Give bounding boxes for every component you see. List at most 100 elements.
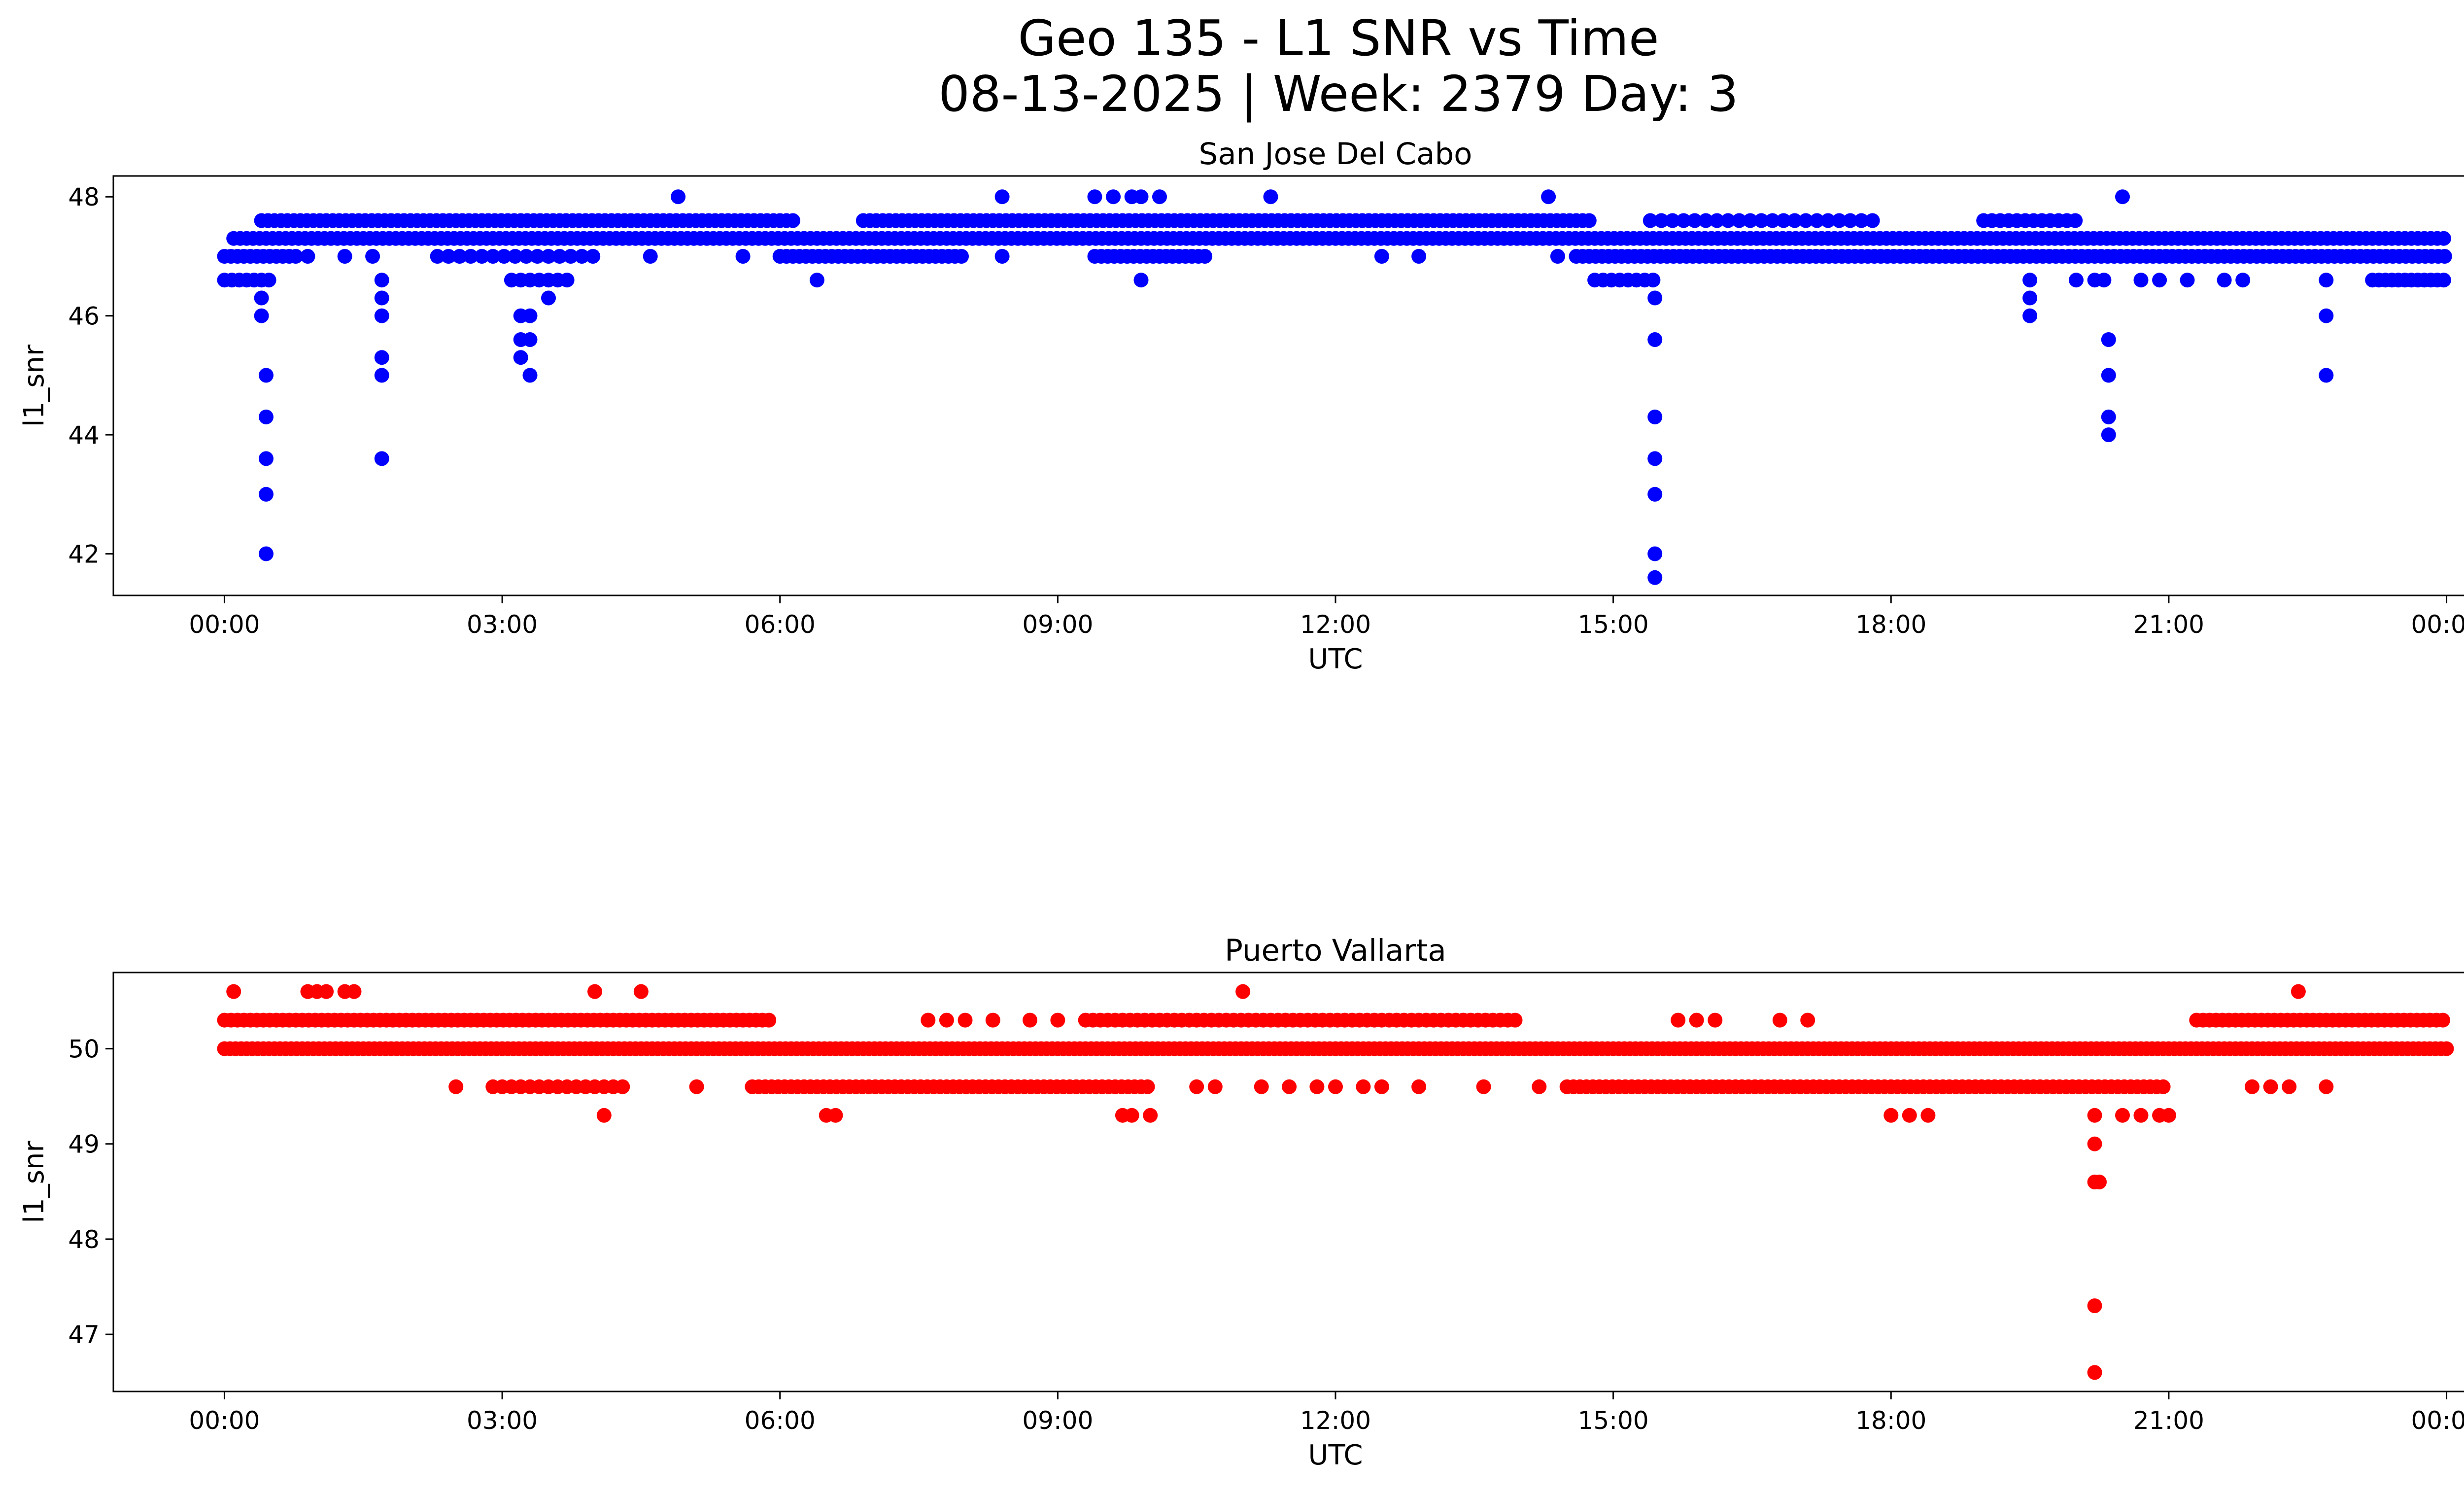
data-point (2096, 273, 2112, 288)
data-point (954, 249, 969, 264)
data-point (1087, 189, 1102, 205)
data-point (288, 249, 304, 264)
data-point (2115, 189, 2130, 205)
data-point (1282, 1079, 1297, 1094)
data-point (2245, 1079, 2259, 1094)
data-point (530, 249, 545, 264)
data-point (254, 308, 269, 323)
data-point (2180, 273, 2195, 288)
data-point (1133, 189, 1149, 205)
y-tick-label: 42 (68, 540, 100, 569)
data-point (2436, 231, 2451, 246)
data-point (2133, 1108, 2149, 1123)
data-point (1708, 1012, 1723, 1028)
data-point (2101, 368, 2116, 383)
data-point (1798, 213, 1814, 228)
data-point (1645, 273, 1661, 288)
data-point (786, 213, 800, 228)
data-point (1143, 1108, 1158, 1123)
x-axis-label: UTC (1308, 643, 1363, 675)
data-point (1765, 213, 1780, 228)
data-point (2101, 332, 2116, 347)
data-point (2087, 1136, 2102, 1151)
data-point (2087, 1298, 2102, 1314)
data-point (541, 249, 556, 264)
panel-san-jose-del-cabo: 00:00 03:00 06:00 09:00 12:00 15:00 18:00 21:00… (18, 137, 2464, 675)
data-point (374, 350, 389, 365)
data-point (1647, 290, 1663, 306)
y-tick-label: 49 (68, 1130, 100, 1159)
y-tick-label: 50 (68, 1035, 100, 1064)
data-point (615, 1079, 630, 1094)
data-point (1476, 1079, 1491, 1094)
data-point (430, 249, 445, 264)
data-point (2319, 308, 2334, 323)
data-point (2217, 273, 2232, 288)
data-point (1374, 1079, 1389, 1094)
data-point (1124, 1108, 1139, 1123)
data-point (541, 290, 556, 306)
data-point (463, 249, 479, 264)
x-tick-label: 21:00 (2133, 1406, 2204, 1435)
data-point (563, 249, 579, 264)
data-point (1374, 249, 1389, 264)
data-point (2161, 1108, 2176, 1123)
axes-title: San Jose Del Cabo (1198, 137, 1472, 172)
data-point (574, 249, 589, 264)
data-point (522, 332, 538, 347)
data-point (1743, 213, 1758, 228)
data-point (261, 273, 276, 288)
data-point (1687, 213, 1702, 228)
data-point (2022, 308, 2038, 323)
data-point (1647, 546, 1663, 561)
data-point (2152, 273, 2167, 288)
data-point (1883, 1108, 1899, 1123)
data-point (1532, 1079, 1547, 1094)
data-point (259, 546, 274, 561)
data-point (958, 1012, 973, 1028)
data-point (1665, 213, 1680, 228)
data-point (2156, 1079, 2171, 1094)
data-point (2319, 1079, 2334, 1094)
data-point (337, 249, 352, 264)
x-tick-label: 09:00 (1022, 610, 1093, 639)
data-point (2291, 984, 2306, 999)
data-point (939, 1012, 954, 1028)
data-point (1920, 1108, 1936, 1123)
data-point (1810, 213, 1824, 228)
data-point (441, 249, 456, 264)
data-point (1207, 1079, 1223, 1094)
data-point (671, 189, 686, 205)
figure-title-line2: 08-13-2025 | Week: 2379 Day: 3 (938, 65, 1738, 123)
data-point (518, 249, 534, 264)
x-tick-label: 00:00 (2411, 1406, 2464, 1435)
data-point (994, 189, 1010, 205)
data-point (1732, 213, 1747, 228)
data-point (1254, 1079, 1269, 1094)
data-point (552, 249, 567, 264)
plot-area (112, 175, 2464, 596)
data-point (365, 249, 380, 264)
data-points (217, 984, 2454, 1380)
axes-title: Puerto Vallarta (1225, 933, 1446, 968)
data-point (559, 273, 575, 288)
data-point (374, 273, 389, 288)
data-point (1235, 984, 1251, 999)
x-tick-label: 09:00 (1022, 1406, 1093, 1435)
data-point (1865, 213, 1880, 228)
data-point (2319, 273, 2334, 288)
data-point (452, 249, 467, 264)
data-point (300, 249, 315, 264)
data-point (2092, 1175, 2107, 1189)
data-point (1023, 1012, 1037, 1028)
data-points (217, 189, 2452, 585)
data-point (259, 487, 274, 502)
data-point (1772, 1012, 1787, 1028)
x-tick-label: 03:00 (467, 1406, 538, 1435)
data-point (1832, 213, 1847, 228)
y-tick-label: 48 (68, 1225, 100, 1254)
data-point (1140, 1079, 1155, 1094)
data-point (1550, 249, 1565, 264)
data-point (1309, 1079, 1325, 1094)
